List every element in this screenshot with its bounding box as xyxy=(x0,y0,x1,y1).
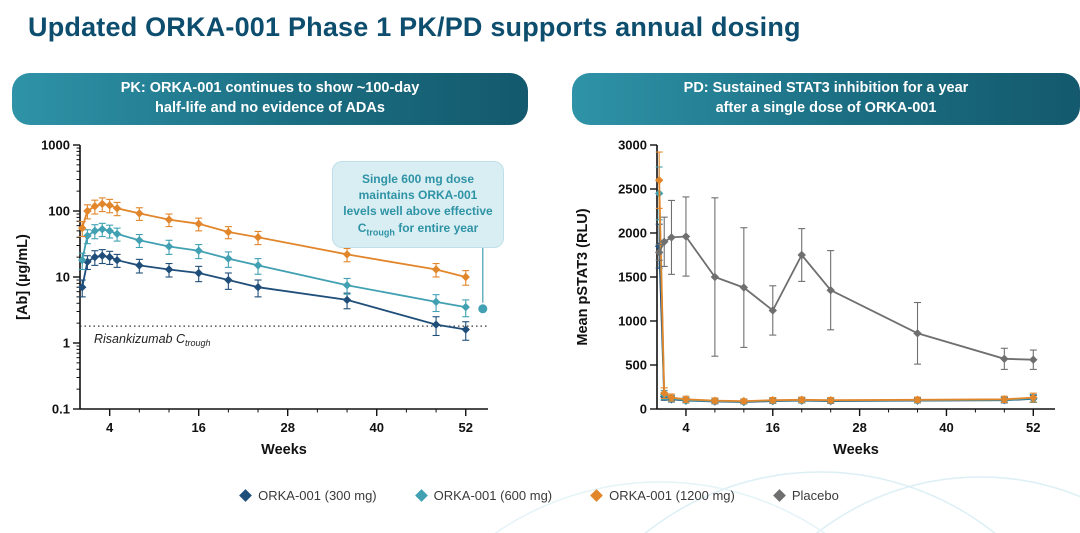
svg-text:0.1: 0.1 xyxy=(52,402,70,417)
svg-text:0: 0 xyxy=(640,402,647,417)
annotation-c-sub: trough xyxy=(366,226,395,237)
svg-text:4: 4 xyxy=(106,420,114,435)
annotation-c: C xyxy=(357,220,367,235)
svg-text:10: 10 xyxy=(56,270,70,285)
series-orka-001-600-mg- xyxy=(654,166,1038,406)
legend-diamond-icon xyxy=(590,489,604,502)
series-orka-001-1200-mg- xyxy=(654,151,1038,406)
pk-chart: 1000 100 10 1 0.1 4 16 28 40 52 Weeks [Ab] (µg/mL) R… xyxy=(15,138,488,458)
series-orka-001-300-mg- xyxy=(654,223,1038,407)
pk-panel: PK: ORKA-001 continues to show ~100-day … xyxy=(12,73,528,472)
series-placebo xyxy=(654,196,1038,370)
legend-label: ORKA-001 (300 mg) xyxy=(258,488,377,503)
svg-text:3000: 3000 xyxy=(618,138,647,153)
pk-banner: PK: ORKA-001 continues to show ~100-day … xyxy=(12,73,528,125)
pk-banner-line2: half-life and no evidence of ADAs xyxy=(155,100,385,116)
svg-text:28: 28 xyxy=(852,420,866,435)
svg-text:1500: 1500 xyxy=(618,270,647,285)
series-orka-001-600-mg- xyxy=(78,222,470,318)
axes: 1000 100 10 1 0.1 4 16 28 40 52 Weeks [Ab] (µg/mL) R… xyxy=(15,138,488,458)
svg-text:52: 52 xyxy=(459,420,473,435)
svg-text:2000: 2000 xyxy=(618,226,647,241)
svg-text:[Ab] (µg/mL): [Ab] (µg/mL) xyxy=(15,234,31,320)
pd-banner-line1: PD: Sustained STAT3 inhibition for a yea… xyxy=(683,80,969,97)
pd-chart: 0 500 1000 1500 2000 2500 3000 4 16 28 40 52 Weeks Me… xyxy=(575,138,1055,458)
pd-chart-area: 0 500 1000 1500 2000 2500 3000 4 16 28 40 52 Weeks Me… xyxy=(572,137,1080,472)
legend-item-placebo: Placebo xyxy=(773,488,839,503)
svg-text:40: 40 xyxy=(939,420,953,435)
axes: 0 500 1000 1500 2000 2500 3000 4 16 28 40 52 Weeks Me… xyxy=(575,138,1055,458)
svg-text:52: 52 xyxy=(1026,420,1040,435)
ref-line-label: Risankizumab Ctrough xyxy=(94,332,211,348)
series-orka-001-1200-mg- xyxy=(78,197,470,286)
legend-item-orka-001-1200-mg-: ORKA-001 (1200 mg) xyxy=(590,488,735,503)
legend-item-orka-001-600-mg-: ORKA-001 (600 mg) xyxy=(414,488,553,503)
legend-diamond-icon xyxy=(773,489,786,502)
pd-banner-line2: after a single dose of ORKA-001 xyxy=(715,100,937,116)
legend-diamond-icon xyxy=(239,489,253,502)
legend-label: ORKA-001 (1200 mg) xyxy=(609,488,735,503)
slide: Updated ORKA-001 Phase 1 PK/PD supports … xyxy=(0,12,1080,533)
annotation-text-before: Single 600 mg dose maintains ORKA-001 le… xyxy=(343,172,493,219)
svg-text:Weeks: Weeks xyxy=(833,442,879,458)
annotation-marker-dot xyxy=(478,304,488,314)
legend-label: ORKA-001 (600 mg) xyxy=(433,488,553,503)
panels-row: PK: ORKA-001 continues to show ~100-day … xyxy=(0,73,1080,472)
svg-text:1000: 1000 xyxy=(618,314,647,329)
pd-banner: PD: Sustained STAT3 inhibition for a yea… xyxy=(572,73,1080,125)
svg-text:Weeks: Weeks xyxy=(261,442,307,458)
pk-banner-line1: PK: ORKA-001 continues to show ~100-day xyxy=(120,80,420,97)
page-title: Updated ORKA-001 Phase 1 PK/PD supports … xyxy=(28,12,801,42)
pk-annotation-box: Single 600 mg dose maintains ORKA-001 le… xyxy=(332,161,504,249)
svg-text:500: 500 xyxy=(625,358,647,373)
svg-text:1000: 1000 xyxy=(41,138,70,153)
legend: ORKA-001 (300 mg) ORKA-001 (600 mg) ORKA-0… xyxy=(0,488,1080,503)
svg-text:100: 100 xyxy=(48,204,70,219)
legend-label: Placebo xyxy=(791,488,839,503)
svg-text:1: 1 xyxy=(63,336,70,351)
svg-text:16: 16 xyxy=(766,420,780,435)
pd-panel: PD: Sustained STAT3 inhibition for a yea… xyxy=(572,73,1080,472)
legend-item-orka-001-300-mg-: ORKA-001 (300 mg) xyxy=(239,488,377,503)
svg-text:40: 40 xyxy=(369,420,383,435)
svg-text:2500: 2500 xyxy=(618,182,647,197)
svg-text:16: 16 xyxy=(191,420,205,435)
legend-diamond-icon xyxy=(414,489,428,502)
annotation-text-after: for entire year xyxy=(394,220,479,235)
svg-text:28: 28 xyxy=(280,420,294,435)
svg-text:Mean pSTAT3 (RLU): Mean pSTAT3 (RLU) xyxy=(575,208,591,345)
svg-text:4: 4 xyxy=(682,420,690,435)
pk-chart-area: 1000 100 10 1 0.1 4 16 28 40 52 Weeks [Ab] (µg/mL) R… xyxy=(12,137,528,472)
